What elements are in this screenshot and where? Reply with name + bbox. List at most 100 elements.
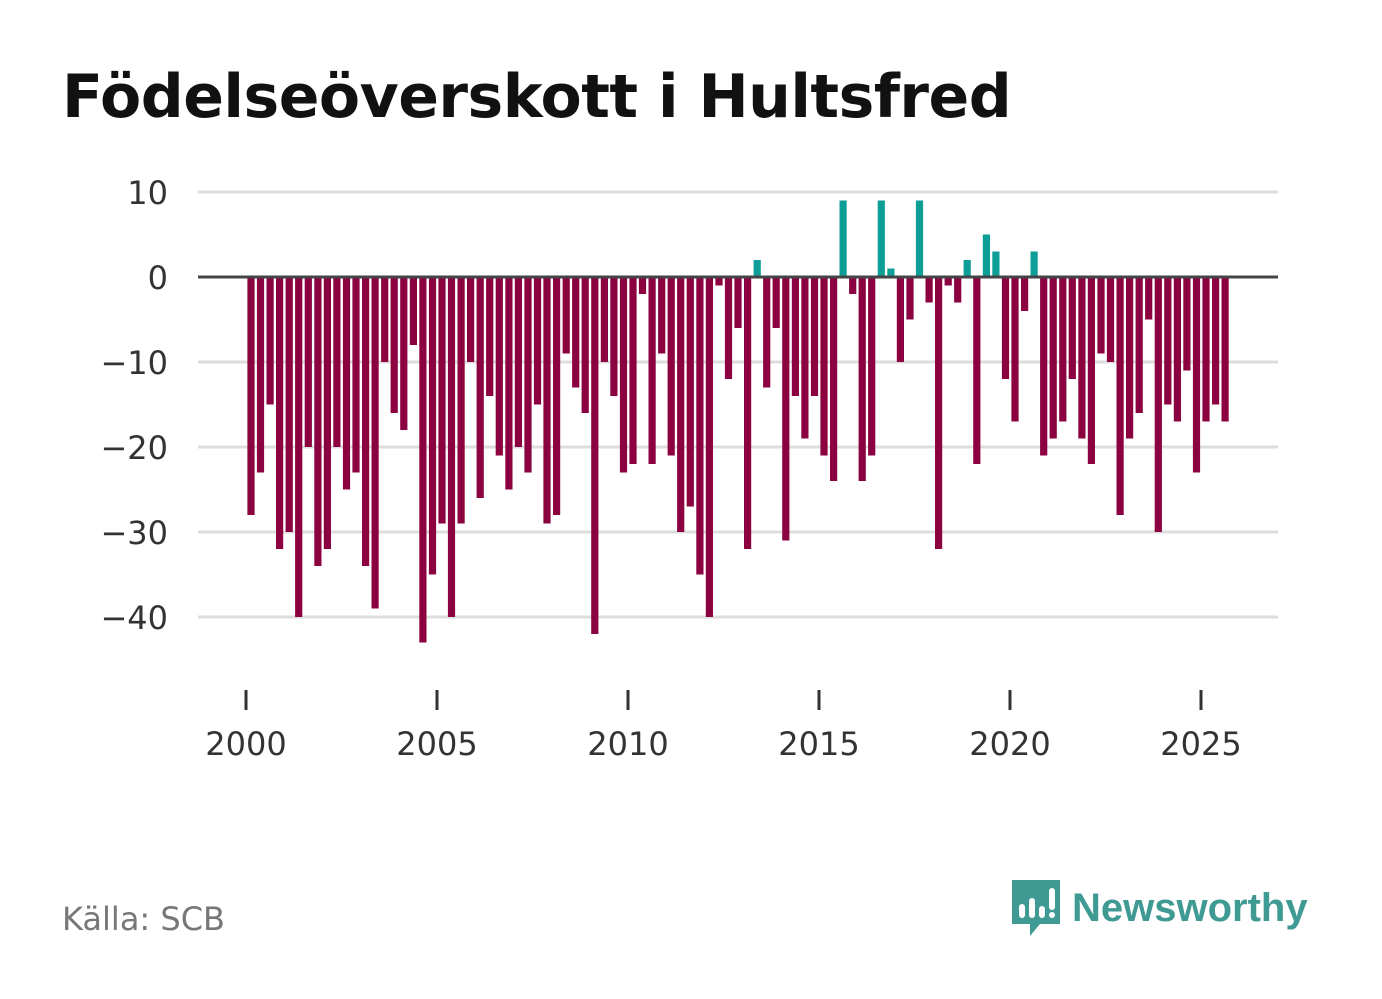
x-tick-label: 2000 xyxy=(205,725,286,763)
x-tick-label: 2025 xyxy=(1160,725,1241,763)
bar xyxy=(1068,277,1076,379)
bar xyxy=(849,277,857,294)
bar xyxy=(877,200,885,277)
bar xyxy=(1212,277,1220,405)
y-tick-label: −10 xyxy=(100,344,168,382)
y-tick-label: −20 xyxy=(100,429,168,467)
bar xyxy=(1202,277,1210,422)
bar xyxy=(1049,277,1057,439)
bar xyxy=(1001,277,1010,379)
bar xyxy=(734,277,742,328)
x-tick-label: 2005 xyxy=(396,725,477,763)
bar xyxy=(763,277,771,388)
bar xyxy=(266,277,274,405)
bar xyxy=(486,277,494,396)
bar xyxy=(982,234,990,277)
bar xyxy=(973,277,981,464)
y-tick-label: −30 xyxy=(100,514,168,552)
bar xyxy=(390,277,398,413)
bar xyxy=(868,277,876,456)
bar xyxy=(457,277,465,524)
bar xyxy=(715,277,723,286)
bar xyxy=(362,277,370,566)
bar xyxy=(753,260,761,277)
bar xyxy=(1173,277,1181,422)
bar xyxy=(744,277,752,549)
bar xyxy=(553,277,561,515)
bar xyxy=(1154,277,1162,532)
bar xyxy=(791,277,799,396)
bar xyxy=(1145,277,1153,320)
bar xyxy=(915,200,924,277)
bar xyxy=(896,277,904,362)
bar xyxy=(591,277,599,634)
bar xyxy=(1135,277,1143,413)
x-tick-label: 2010 xyxy=(587,725,668,763)
y-axis-ticks: 10 0 −10 −20 −30 −40 xyxy=(100,174,168,637)
x-axis-ticks: 2000 2005 2010 2015 2020 2025 xyxy=(205,690,1242,763)
bar xyxy=(447,277,456,617)
bar xyxy=(1183,277,1191,371)
bar xyxy=(428,277,437,575)
bar xyxy=(782,277,790,541)
bar xyxy=(839,200,847,277)
bar xyxy=(304,277,312,447)
bar xyxy=(686,277,694,507)
bar xyxy=(419,277,427,643)
bar xyxy=(1116,277,1124,515)
bar xyxy=(810,277,819,396)
bar xyxy=(476,277,484,498)
bar xyxy=(1030,251,1038,277)
bar xyxy=(600,277,608,362)
bar xyxy=(925,277,933,303)
bar xyxy=(505,277,513,490)
bar xyxy=(323,277,331,549)
bar xyxy=(256,277,265,473)
y-tick-label: 10 xyxy=(127,174,168,212)
bar xyxy=(724,277,733,379)
bar xyxy=(992,251,1000,277)
bar xyxy=(514,277,522,447)
bar xyxy=(638,277,647,294)
bar xyxy=(830,277,838,481)
bar xyxy=(543,277,551,524)
bar xyxy=(1164,277,1172,405)
newsworthy-logo: Newsworthy xyxy=(1010,878,1308,938)
y-tick-label: 0 xyxy=(148,259,168,297)
bar xyxy=(935,277,943,549)
bar xyxy=(1040,277,1048,456)
bar xyxy=(887,268,895,277)
bar xyxy=(533,277,542,405)
chart-title: Födelseöverskott i Hultsfred xyxy=(62,62,1012,132)
bar xyxy=(495,277,503,456)
bar xyxy=(247,277,255,515)
bar xyxy=(1126,277,1134,439)
bars xyxy=(247,200,1229,643)
bar xyxy=(409,277,417,345)
bar-chart: 10 0 −10 −20 −30 −40 2000 2005 2010 2015 2020 2025 xyxy=(100,174,1278,763)
bar xyxy=(295,277,303,617)
bar xyxy=(352,277,360,473)
brand-name: Newsworthy xyxy=(1072,885,1308,930)
bar xyxy=(342,277,351,490)
bar xyxy=(1011,277,1019,422)
grid-lines xyxy=(198,190,1278,619)
source-label: Källa: SCB xyxy=(62,900,225,938)
bar xyxy=(1221,277,1229,422)
bar xyxy=(963,260,971,277)
newsworthy-logo-icon xyxy=(1012,880,1060,936)
bar xyxy=(581,277,589,413)
bar xyxy=(820,277,828,456)
bar xyxy=(285,277,293,532)
x-tick-label: 2015 xyxy=(778,725,859,763)
bar xyxy=(705,277,713,617)
bar xyxy=(619,277,628,473)
bar xyxy=(696,277,704,575)
bar xyxy=(314,277,322,566)
bar xyxy=(572,277,580,388)
bar xyxy=(276,277,284,549)
bar xyxy=(1021,277,1029,311)
bar xyxy=(658,277,666,354)
bar xyxy=(677,277,685,532)
bar xyxy=(772,277,780,328)
